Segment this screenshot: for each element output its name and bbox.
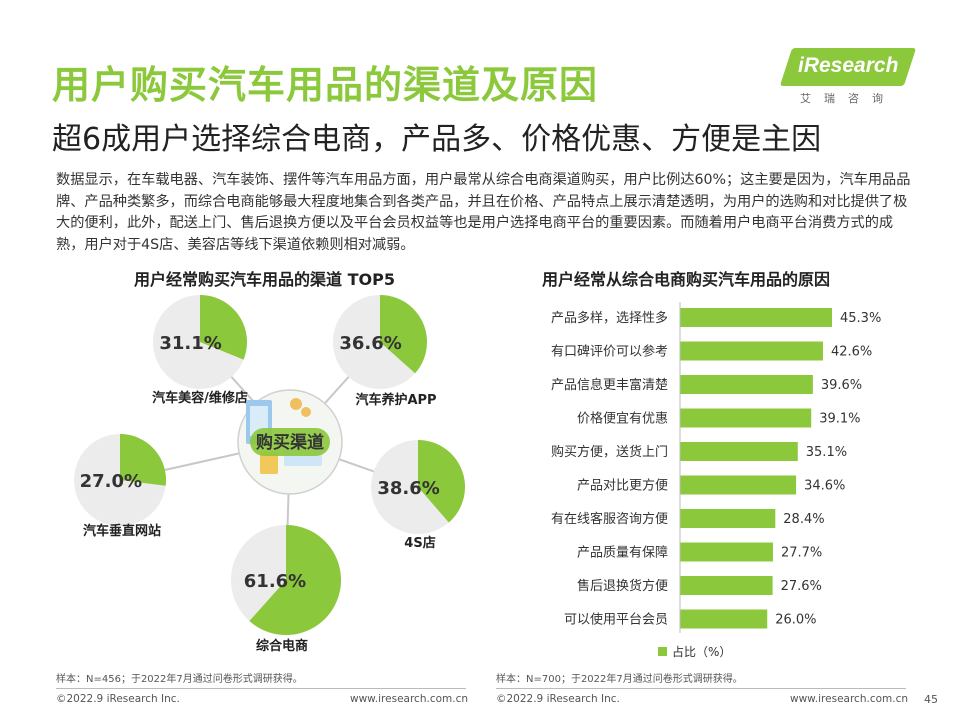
bar-category-label: 价格便宜有优惠: [577, 411, 668, 427]
left-footer-divider: [56, 688, 466, 689]
bar: [680, 576, 773, 595]
reason-bar-chart: 产品多样，选择性多 45.3% 有口碑评价可以参考 42.6% 产品信息更丰富清楚 39.…: [551, 302, 881, 659]
bar-category-label: 可以使用平台会员: [564, 612, 668, 628]
bar-row: 产品对比更方便 34.6%: [577, 475, 845, 495]
coin-icon: [301, 407, 311, 417]
bar-category-label: 有在线客服咨询方便: [551, 511, 668, 527]
bar-value-label: 28.4%: [783, 512, 824, 527]
bar-category-label: 购买方便，送货上门: [551, 444, 668, 460]
legend-label: 占比（%）: [672, 644, 731, 659]
pie-slice: [120, 434, 167, 486]
pie-value-label: 61.6%: [244, 571, 306, 592]
pie-category-label: 汽车垂直网站: [83, 523, 161, 539]
bar-row: 购买方便，送货上门 35.1%: [551, 442, 847, 461]
pie-bubble: 36.6% 汽车养护APP: [333, 295, 437, 408]
page-title: 用户购买汽车用品的渠道及原因: [52, 63, 599, 107]
coin-icon: [290, 398, 302, 410]
pie-slice: [249, 525, 341, 635]
bar-row: 产品多样，选择性多 45.3%: [551, 308, 881, 327]
pie-bubble: 38.6% 4S店: [371, 440, 465, 551]
bar: [680, 341, 823, 361]
bar-value-label: 35.1%: [806, 445, 847, 460]
left-copyright: ©2022.9 iResearch Inc.: [56, 693, 180, 705]
iresearch-logo: iResearch 艾瑞咨询: [779, 48, 917, 105]
right-footer-divider: [496, 688, 906, 689]
bar: [680, 375, 813, 394]
pie-value-label: 27.0%: [80, 471, 142, 492]
pie-bubble: 27.0% 汽车垂直网站: [74, 434, 167, 539]
hub-label-pill: [250, 428, 330, 456]
bar-category-label: 产品对比更方便: [577, 478, 668, 494]
logo-text: iResearch: [798, 54, 899, 77]
bar-panel-title: 用户经常从综合电商购买汽车用品的原因: [542, 270, 831, 289]
pie-category-label: 汽车养护APP: [355, 392, 436, 408]
bar: [680, 609, 768, 629]
left-website-link[interactable]: www.iresearch.com.cn: [350, 693, 469, 705]
pie-value-label: 38.6%: [377, 478, 439, 499]
right-sample-note: 样本：N=700；于2022年7月通过问卷形式调研获得。: [496, 674, 743, 685]
page-subtitle: 超6成用户选择综合电商，产品多、价格优惠、方便是主因: [52, 122, 822, 157]
pie-slice: [200, 295, 247, 360]
bar-value-label: 39.1%: [819, 412, 860, 427]
bar: [680, 308, 832, 327]
bar-value-label: 27.7%: [781, 546, 822, 561]
channel-pie-chart: 31.1% 汽车美容/维修店 36.6% 汽车养护APP 27.0% 汽车垂直网站 38.6…: [74, 295, 465, 654]
pie-category-label: 汽车美容/维修店: [152, 390, 248, 406]
bar-category-label: 有口碑评价可以参考: [551, 344, 668, 360]
right-copyright: ©2022.9 iResearch Inc.: [496, 693, 620, 705]
logo-cn-text: 艾瑞咨询: [800, 92, 896, 105]
shopping-bag-icon: [260, 452, 278, 474]
bar-value-label: 27.6%: [781, 579, 822, 594]
page-number: 45: [924, 693, 938, 706]
bar-category-label: 产品多样，选择性多: [551, 310, 668, 326]
bar: [680, 475, 797, 495]
bar: [680, 442, 798, 461]
bar: [680, 408, 812, 428]
bar: [680, 509, 776, 528]
channel-hub: 购买渠道: [237, 389, 343, 495]
bar-row: 有口碑评价可以参考 42.6%: [551, 341, 872, 361]
bar-row: 产品质量有保障 27.7%: [577, 542, 822, 562]
bar-value-label: 45.3%: [840, 311, 881, 326]
pie-value-label: 31.1%: [159, 333, 221, 354]
bar-value-label: 34.6%: [804, 479, 845, 494]
left-sample-note: 样本：N=456；于2022年7月通过问卷形式调研获得。: [56, 674, 303, 685]
bar-value-label: 26.0%: [775, 613, 816, 628]
pie-slice: [380, 295, 427, 374]
right-website-link[interactable]: www.iresearch.com.cn: [790, 693, 909, 705]
pie-slice: [418, 440, 465, 523]
bar-category-label: 售后退换货方便: [577, 578, 668, 594]
pie-value-label: 36.6%: [339, 333, 401, 354]
intro-paragraph: 数据显示，在车载电器、汽车装饰、摆件等汽车用品方面，用户最常从综合电商渠道购买，…: [56, 172, 911, 253]
bar-row: 售后退换货方便 27.6%: [577, 576, 822, 595]
hub-label: 购买渠道: [256, 432, 324, 453]
legend-swatch: [658, 647, 667, 656]
bar-value-label: 39.6%: [821, 378, 862, 393]
bar-row: 价格便宜有优惠 39.1%: [577, 408, 861, 428]
pie-category-label: 4S店: [404, 535, 435, 551]
pie-panel-title: 用户经常购买汽车用品的渠道 TOP5: [134, 270, 395, 289]
pie-bubble: 31.1% 汽车美容/维修店: [152, 295, 248, 406]
bar-row: 有在线客服咨询方便 28.4%: [551, 509, 825, 528]
bar-category-label: 产品质量有保障: [577, 546, 668, 561]
pie-bubble: 61.6% 综合电商: [231, 525, 341, 654]
bar-value-label: 42.6%: [831, 345, 872, 360]
pie-category-label: 综合电商: [256, 638, 308, 654]
bar-category-label: 产品信息更丰富清楚: [551, 377, 668, 393]
bar: [680, 542, 773, 562]
bar-row: 可以使用平台会员 26.0%: [564, 609, 817, 629]
bar-row: 产品信息更丰富清楚 39.6%: [551, 375, 862, 394]
